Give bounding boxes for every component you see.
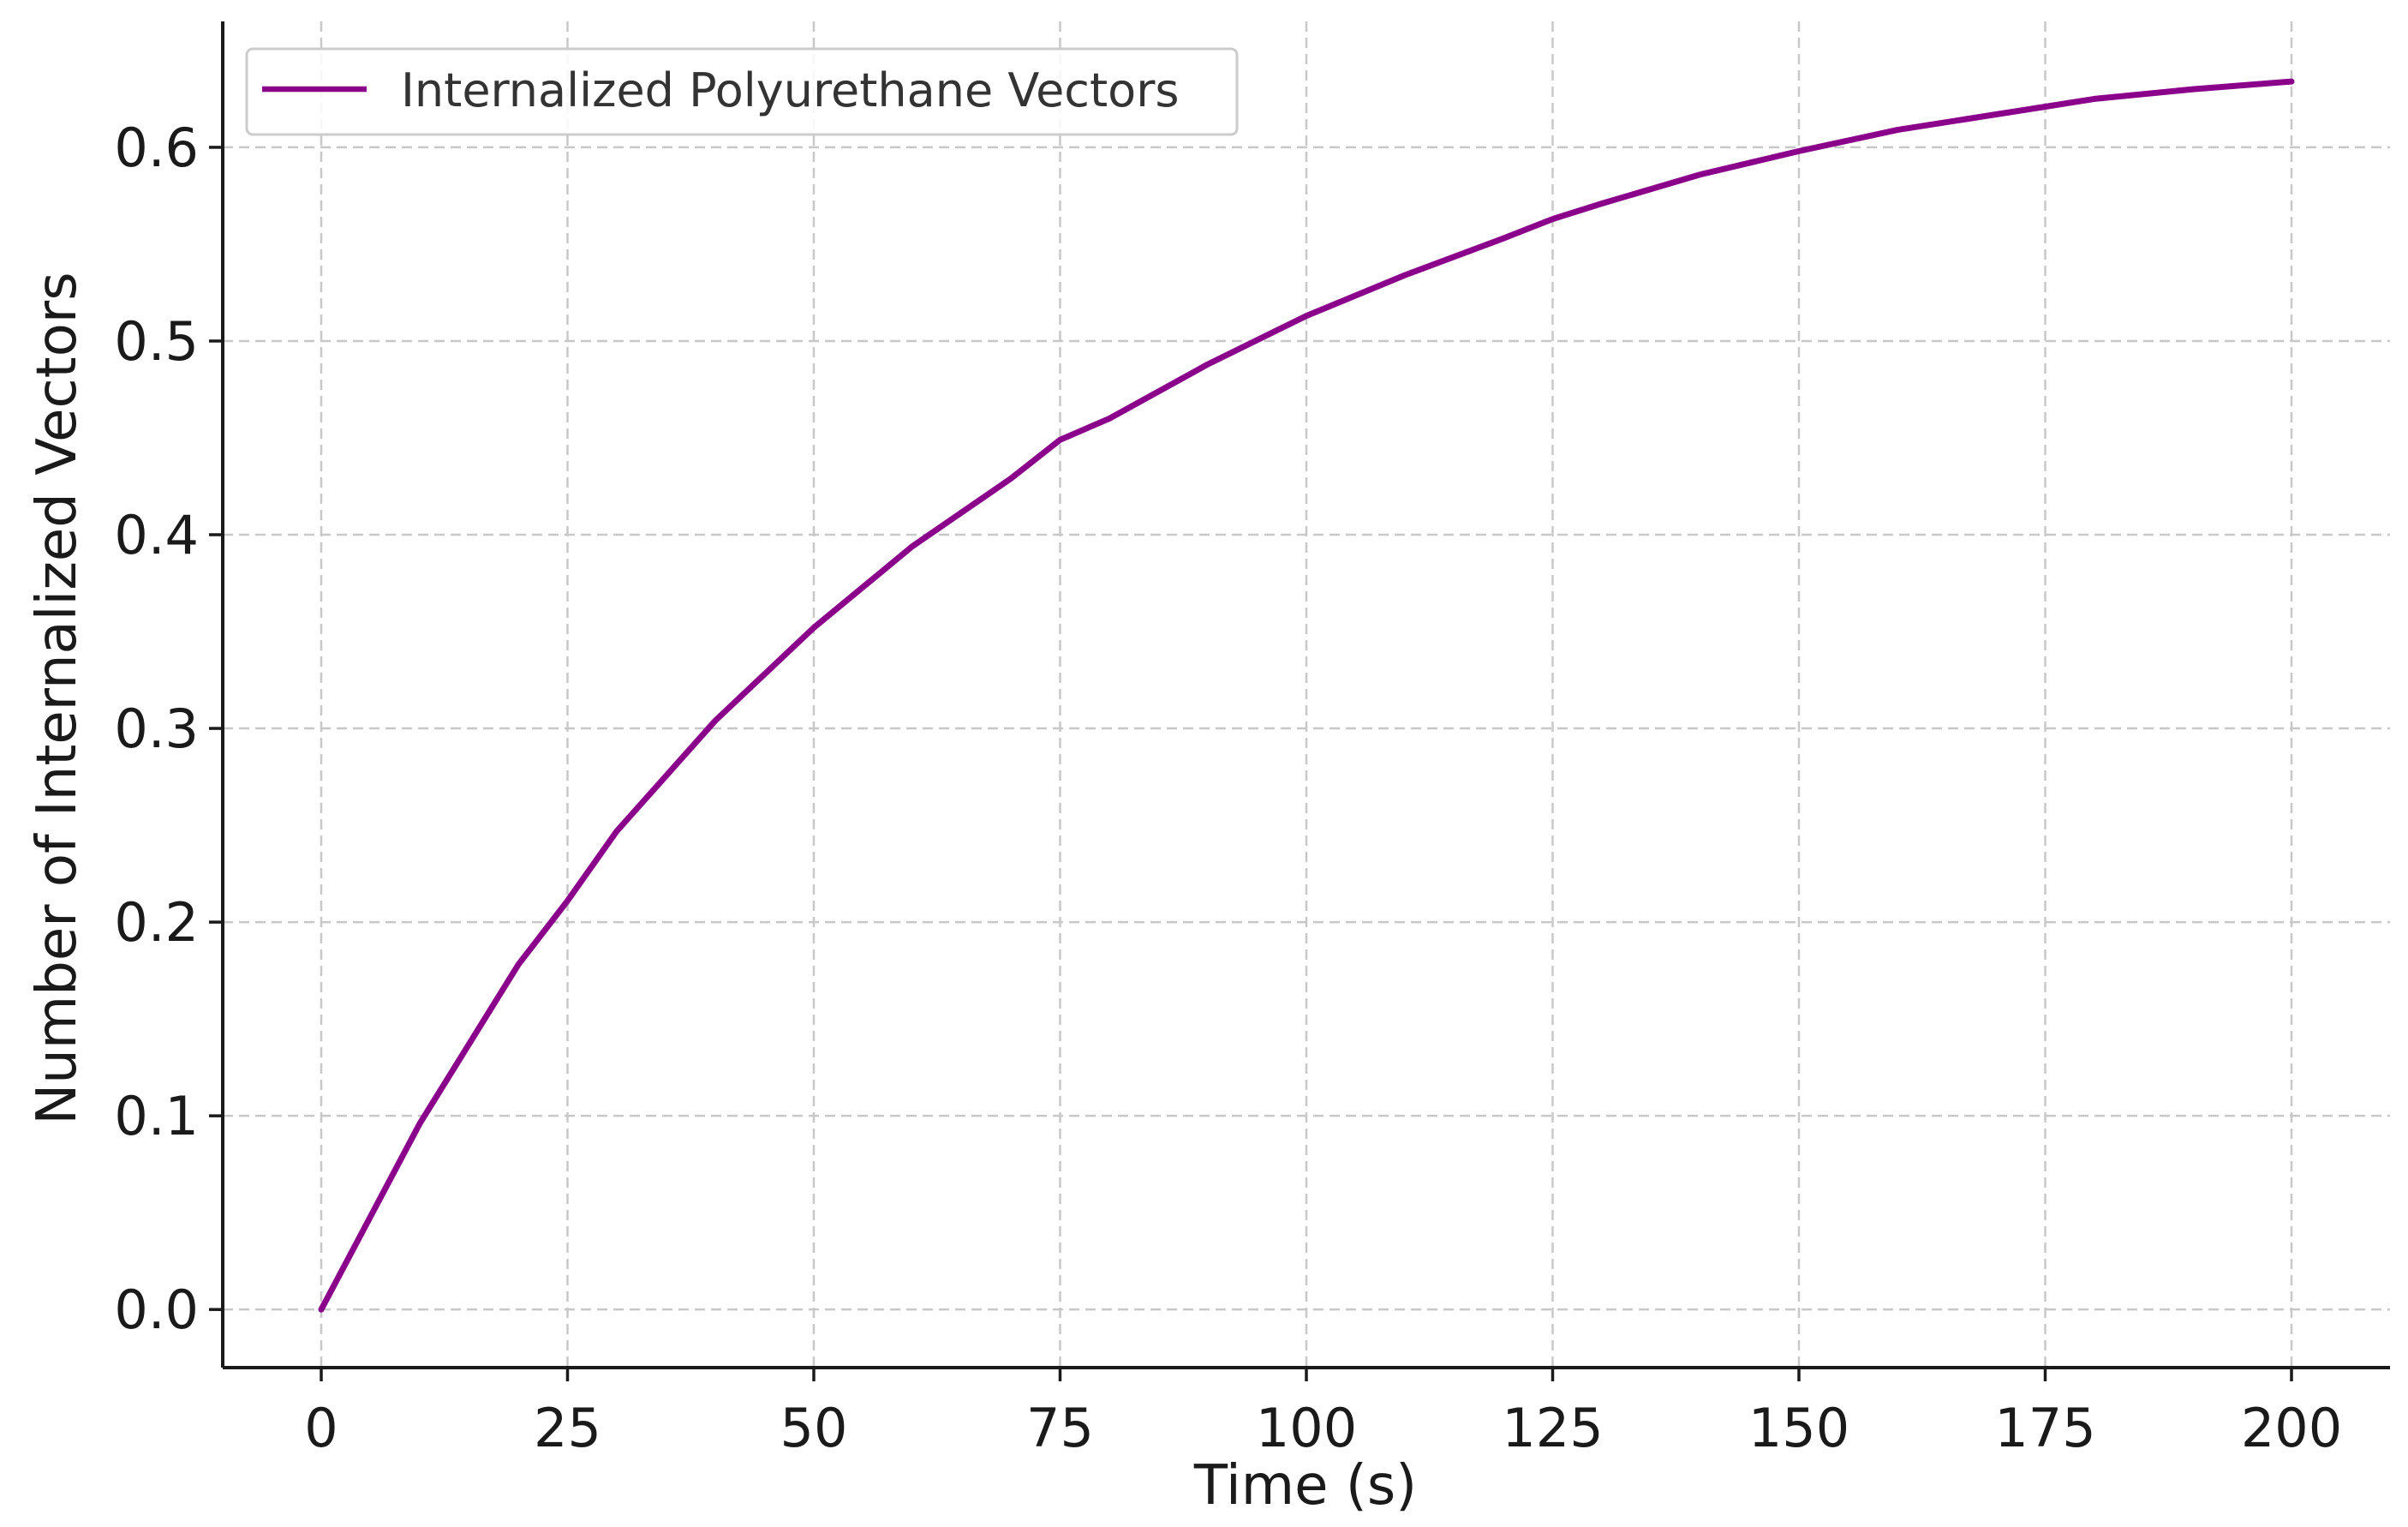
legend-label: Internalized Polyurethane Vectors xyxy=(401,63,1180,117)
y-tick-label: 0.0 xyxy=(114,1278,199,1341)
x-axis-title: Time (s) xyxy=(1193,1454,1417,1518)
legend-frame xyxy=(245,47,1239,136)
x-tick-label: 125 xyxy=(1502,1397,1603,1459)
legend: Internalized Polyurethane Vectors xyxy=(245,47,1239,136)
x-tick-label: 175 xyxy=(1994,1397,2095,1459)
x-tick-label: 0 xyxy=(304,1397,338,1459)
y-axis-title: Number of Internalized Vectors xyxy=(26,272,89,1124)
x-tick-label: 50 xyxy=(780,1397,848,1459)
x-tick-label: 25 xyxy=(534,1397,601,1459)
x-tick-label: 150 xyxy=(1748,1397,1849,1459)
grid xyxy=(223,21,2390,1368)
series-line xyxy=(318,78,2295,1313)
y-tick-label: 0.3 xyxy=(114,698,199,760)
x-tick-label: 100 xyxy=(1256,1397,1357,1459)
x-tick-label: 75 xyxy=(1026,1397,1094,1459)
y-tick-label: 0.4 xyxy=(114,504,199,566)
series-layer xyxy=(318,78,2295,1313)
y-tick-label: 0.5 xyxy=(114,310,199,373)
y-tick-label: 0.1 xyxy=(114,1085,199,1147)
y-tick-label: 0.6 xyxy=(114,117,199,179)
y-tick-labels: 0.0 0.1 0.2 0.3 0.4 0.5 0.6 xyxy=(114,117,199,1341)
x-tick-labels: 0 25 50 75 100 125 150 175 200 xyxy=(304,1397,2342,1459)
tick-marks xyxy=(209,146,2293,1381)
x-tick-label: 200 xyxy=(2241,1397,2342,1459)
y-tick-label: 0.2 xyxy=(114,891,199,954)
